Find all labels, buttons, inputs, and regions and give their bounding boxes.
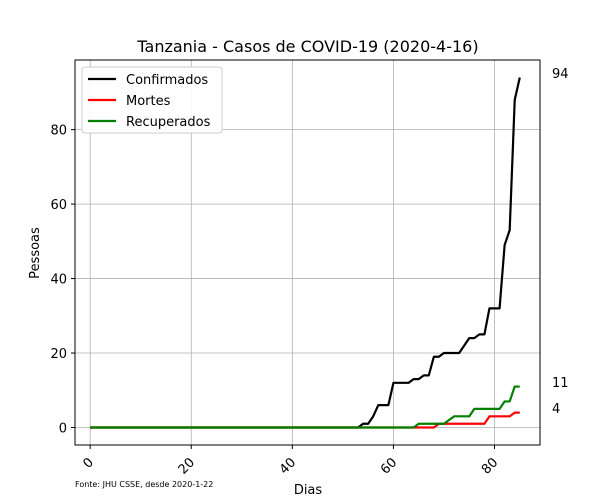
series-lines (90, 77, 521, 429)
axis-ticks: 0 20 40 60 80 0 20 40 60 80 (50, 124, 501, 478)
y-tick-label: 20 (50, 347, 67, 362)
x-tick-label: 60 (378, 455, 400, 477)
x-axis-label: Dias (294, 483, 323, 498)
end-value-label: 4 (552, 402, 560, 417)
y-tick-label: 80 (50, 124, 67, 139)
series-line-confirmados (90, 77, 521, 429)
end-labels: 94 4 11 (552, 67, 569, 417)
legend-label: Mortes (126, 94, 171, 109)
x-tick-label: 80 (479, 455, 501, 477)
x-tick-label: 20 (176, 455, 198, 477)
plot-frame (74, 59, 541, 446)
series-line-mortes (90, 411, 520, 429)
y-tick-label: 0 (59, 422, 67, 437)
source-note: Fonte: JHU CSSE, desde 2020-1-22 (75, 480, 213, 489)
y-axis-label: Pessoas (28, 227, 43, 279)
x-tick-label: 0 (81, 455, 97, 471)
chart-title: Tanzania - Casos de COVID-19 (2020-4-16) (136, 37, 478, 56)
series-line-recuperados (90, 385, 520, 429)
chart-legend: Confirmados Mortes Recuperados (81, 66, 223, 134)
legend-label: Confirmados (126, 73, 208, 88)
end-value-label: 11 (552, 376, 569, 391)
x-tick-label: 40 (277, 455, 299, 477)
legend-box (81, 66, 223, 134)
end-value-label: 94 (552, 67, 569, 82)
legend-label: Recuperados (126, 115, 211, 130)
y-tick-label: 60 (50, 198, 67, 213)
y-tick-label: 40 (50, 273, 67, 288)
